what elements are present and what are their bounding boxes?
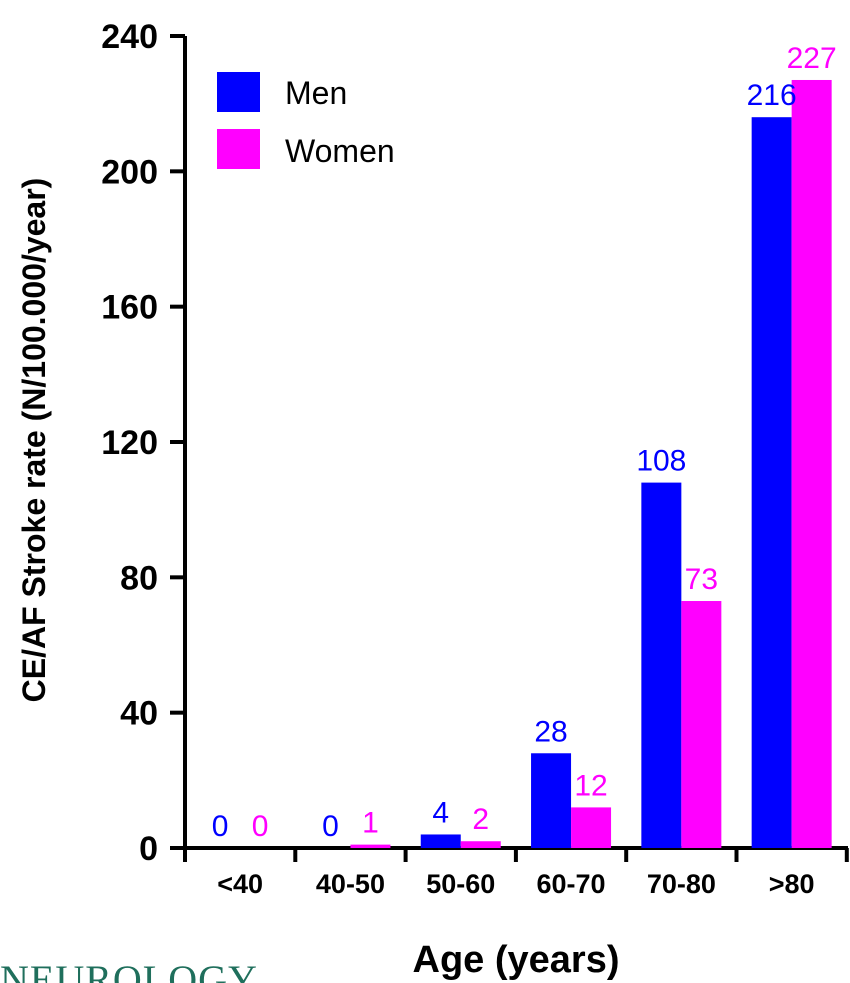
bar-women-5: [791, 79, 832, 848]
data-label-women-1: 1: [362, 807, 379, 840]
data-label-men-2: 4: [432, 796, 449, 829]
data-label-women-4: 73: [685, 563, 718, 596]
legend-label-women: Women: [285, 133, 395, 169]
x-axis-title: Age (years): [413, 939, 620, 981]
bar-men-5: [751, 117, 792, 848]
category-label: 60-70: [537, 869, 606, 899]
y-ticks: 0 40 80 120 160 200 240: [101, 18, 185, 868]
category-labels: <40 40-50 50-60 60-70 70-80 >80: [217, 869, 814, 899]
bar-men-3: [531, 753, 572, 848]
bars: [350, 79, 832, 848]
category-label: <40: [217, 869, 263, 899]
legend-swatch-men: [217, 72, 260, 112]
data-label-women-2: 2: [472, 803, 489, 836]
x-ticks: [183, 848, 849, 862]
journal-logo: NEUROLOGY: [0, 957, 258, 983]
data-label-men-1: 0: [322, 810, 339, 843]
category-label: 50-60: [426, 869, 495, 899]
y-tick-label: 200: [101, 153, 158, 191]
bar-women-4: [681, 601, 722, 848]
legend-swatch-women: [217, 129, 260, 169]
bar-men-4: [641, 482, 682, 848]
data-label-men-3: 28: [534, 715, 567, 748]
category-label: 70-80: [647, 869, 716, 899]
y-tick-label: 240: [101, 18, 158, 56]
legend-label-men: Men: [285, 75, 347, 111]
data-label-men-5: 216: [747, 79, 797, 112]
y-tick-label: 160: [101, 289, 158, 327]
bar-women-1: [350, 844, 391, 848]
category-label: 40-50: [316, 869, 385, 899]
legend: Men Women: [217, 72, 395, 169]
y-tick-label: 80: [120, 559, 158, 597]
bar-women-2: [460, 841, 501, 848]
data-label-men-0: 0: [212, 810, 229, 843]
data-label-women-5: 227: [787, 42, 837, 75]
data-label-men-4: 108: [636, 445, 686, 478]
y-tick-label: 40: [120, 695, 158, 733]
bar-men-2: [420, 834, 461, 848]
category-label: >80: [769, 869, 815, 899]
y-axis-title: CE/AF Stroke rate (N/100.000/year): [16, 178, 52, 703]
bar-women-3: [571, 807, 612, 848]
data-label-women-0: 0: [252, 810, 269, 843]
data-label-women-3: 12: [574, 769, 607, 802]
y-tick-label: 120: [101, 424, 158, 462]
y-tick-label: 0: [139, 830, 158, 868]
